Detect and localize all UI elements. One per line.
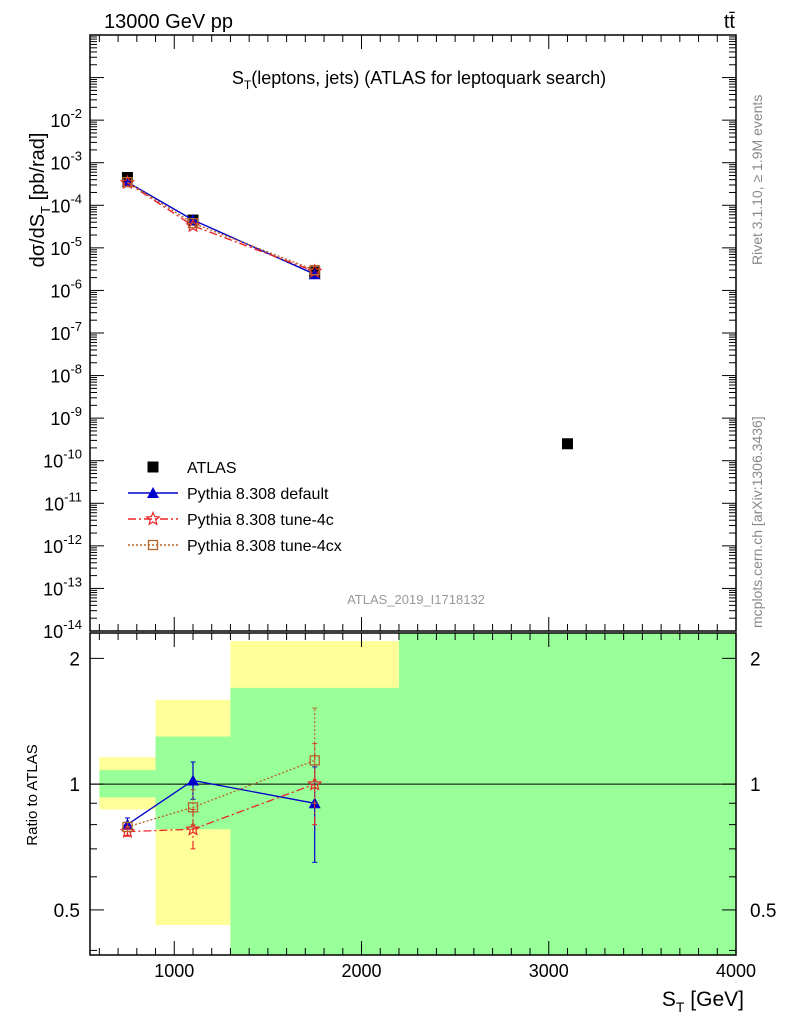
legend-label: ATLAS — [187, 460, 237, 477]
ratio-point — [187, 802, 199, 813]
series-line — [127, 182, 315, 273]
mcplots-label: mcplots.cern.ch [arXiv:1306.3436] — [749, 416, 765, 628]
legend-label: Pythia 8.308 default — [187, 486, 329, 503]
y-tick-label: 10-3 — [50, 149, 82, 174]
x-tick-label: 3000 — [529, 961, 569, 981]
legend-marker — [145, 510, 161, 526]
ratio-y-tick-label: 2 — [69, 649, 80, 670]
svg-text:dσ/dST [pb/rad]: dσ/dST [pb/rad] — [27, 133, 53, 268]
y-tick-label: 10-6 — [50, 276, 82, 301]
ratio-point — [122, 821, 133, 833]
y-tick-label: 10-5 — [50, 234, 82, 259]
series-line — [127, 181, 315, 271]
x-tick-label: 1000 — [154, 961, 194, 981]
data-point — [122, 176, 133, 188]
y-tick-label: 10-13 — [43, 574, 82, 599]
legend-marker — [147, 539, 159, 551]
header-left: 13000 GeV pp — [104, 11, 233, 33]
ratio-y-tick-label: 0.5 — [54, 901, 80, 922]
plot-title: ST(leptons, jets) (ATLAS for leptoquark … — [232, 68, 606, 92]
ratio-y-tick-label-right: 1 — [750, 775, 761, 796]
x-axis-label: ST [GeV] — [662, 988, 744, 1015]
header-right: tt̄ — [724, 11, 736, 33]
ratio-ylabel: Ratio to ATLAS — [24, 744, 41, 845]
x-tick-label: 2000 — [341, 961, 381, 981]
y-tick-label: 10-9 — [50, 404, 82, 429]
x-tick-label: 4000 — [716, 961, 756, 981]
data-point — [309, 264, 320, 276]
y-tick-label: 10-7 — [50, 319, 82, 344]
ratio-point — [186, 774, 199, 786]
y-tick-label: 10-12 — [43, 532, 82, 557]
y-tick-label: 10-10 — [43, 447, 82, 472]
y-tick-label: 10-14 — [43, 617, 82, 642]
ratio-y-tick-label-right: 0.5 — [750, 901, 776, 922]
y-tick-label: 10-8 — [50, 362, 82, 387]
rivet-label: Rivet 3.1.10, ≥ 1.9M events — [749, 95, 765, 265]
legend-label: Pythia 8.308 tune-4c — [187, 512, 334, 529]
ratio-y-tick-label: 1 — [69, 775, 80, 796]
main-ylabel: dσ/dST [pb/rad] — [27, 133, 53, 268]
uncertainty-band-inner — [398, 633, 736, 955]
main-panel: 10-14 10-13 10-12 10-11 10-10 10-9 10-8 10-7 10-… — [43, 34, 737, 642]
ratio-point — [185, 821, 201, 836]
data-point — [561, 438, 573, 450]
legend: ATLAS Pythia 8.308 default Pythia 8.308 tu… — [128, 460, 342, 555]
ratio-panel: 1000 2000 3000 4000 0.5 0.5 1 1 2 2 — [54, 632, 776, 981]
analysis-watermark: ATLAS_2019_I1718132 — [347, 592, 485, 607]
ratio-point — [309, 755, 320, 766]
y-tick-label: 10-2 — [50, 106, 82, 131]
legend-marker — [147, 461, 159, 473]
legend-marker — [147, 487, 159, 498]
ratio-frame — [89, 632, 737, 956]
ratio-y-tick-label-right: 2 — [750, 649, 761, 670]
y-tick-label: 10-4 — [50, 191, 82, 216]
legend-label: Pythia 8.308 tune-4cx — [187, 538, 342, 555]
data-point — [187, 218, 199, 229]
y-tick-label: 10-11 — [44, 489, 82, 514]
